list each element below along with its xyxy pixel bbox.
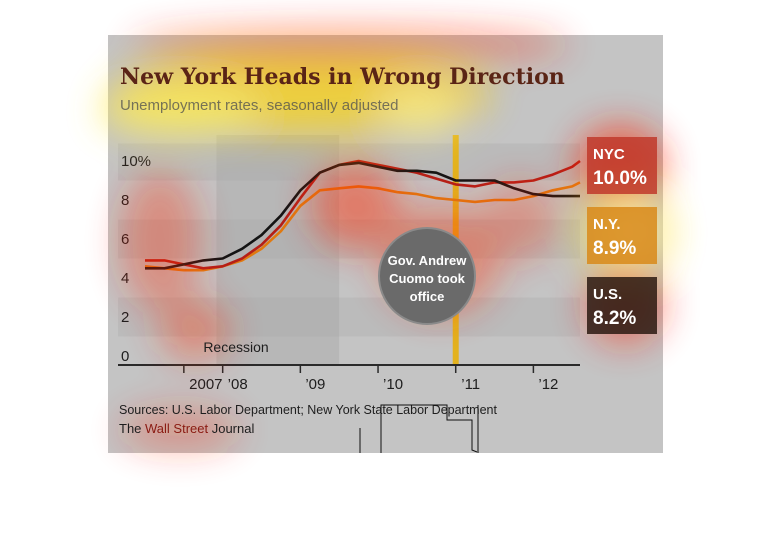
stray-line-2	[380, 404, 478, 453]
event-annotation: Gov. Andrew Cuomo took office	[378, 227, 476, 325]
event-bubble	[378, 227, 476, 325]
legend-name-nyc: NYC	[593, 146, 625, 163]
x-tick-label-0: 2007	[189, 376, 222, 393]
y-tick-label-0: 0	[121, 348, 129, 365]
event-label-line-2: Cuomo took	[389, 271, 466, 286]
heat-blob-recession	[160, 300, 230, 360]
legend-name-ny: N.Y.	[593, 216, 621, 233]
legend-value-ny: 8.9%	[593, 238, 636, 259]
legend-box-ny	[587, 207, 657, 264]
x-tick-label-3: ’10	[383, 376, 403, 393]
heat-blob-subtitle-right	[380, 90, 460, 134]
y-tick-label-1: 2	[121, 309, 129, 326]
legend-name-us: U.S.	[593, 286, 622, 303]
legend-box-us	[587, 277, 657, 334]
heat-blob-subtitle	[100, 88, 260, 136]
event-label-line-3: office	[410, 289, 445, 304]
brand-suffix: Journal	[208, 421, 254, 436]
y-tick-label-4: 8	[121, 192, 129, 209]
x-tick-label-1: ’08	[228, 376, 248, 393]
y-tick-label-2: 4	[121, 270, 129, 287]
x-tick-label-5: ’12	[538, 376, 558, 393]
brand-highlight: Wall Street	[145, 421, 208, 436]
heat-blob-sources	[120, 408, 240, 452]
brand-credit: The Wall Street Journal	[119, 421, 254, 436]
heat-blob-axis-left	[120, 170, 200, 310]
y-tick-label-5: 10%	[121, 153, 151, 170]
event-label-line-1: Gov. Andrew	[388, 253, 468, 268]
recession-shading	[216, 135, 340, 365]
legend-box-nyc	[587, 137, 657, 194]
chart-title: New York Heads in Wrong Direction	[120, 64, 565, 90]
legend: NYC 10.0% N.Y. 8.9% U.S. 8.2%	[587, 137, 657, 334]
legend-value-nyc: 10.0%	[593, 168, 647, 189]
x-tick-label-4: ’11	[461, 376, 480, 393]
sources-note: Sources: U.S. Labor Department; New York…	[119, 403, 497, 417]
heat-blob-right-lines	[480, 180, 560, 260]
x-tick-label-2: ’09	[305, 376, 325, 393]
brand-prefix: The	[119, 421, 145, 436]
legend-value-us: 8.2%	[593, 308, 636, 329]
heat-blob-top-red	[130, 27, 570, 63]
stray-outline	[359, 404, 479, 453]
chart-subtitle: Unemployment rates, seasonally adjusted	[120, 97, 398, 114]
recession-label: Recession	[203, 339, 268, 355]
x-ticks: 2007 ’08 ’09 ’10 ’11 ’12	[183, 365, 558, 393]
heat-blob-lines	[310, 160, 400, 250]
